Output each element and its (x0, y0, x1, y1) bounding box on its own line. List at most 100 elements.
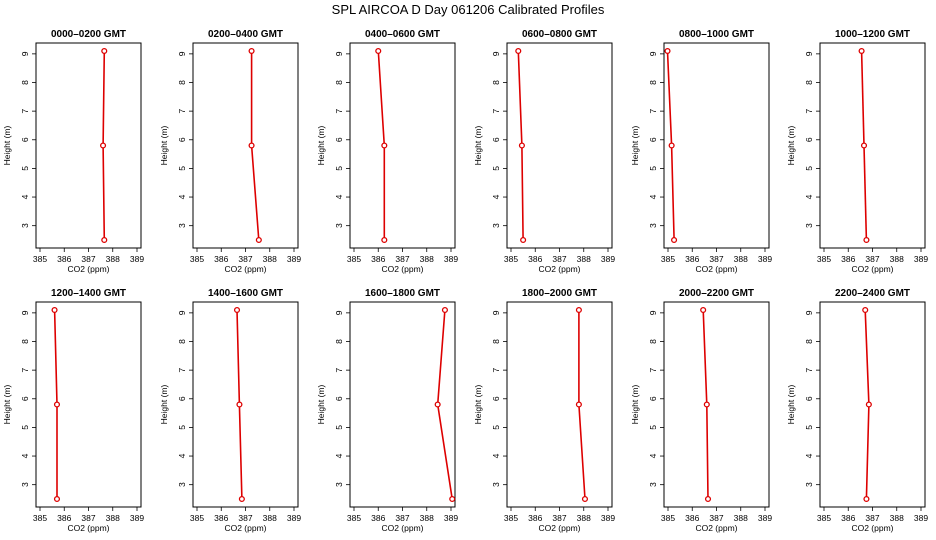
y-axis-label: Height (m) (2, 126, 12, 166)
y-tick-label: 4 (491, 453, 501, 458)
data-point (863, 495, 870, 503)
profile-panel: 1400–1600 GMT 385 386 387 388 389 CO2 (ppm) 3 4 5… (159, 288, 301, 533)
y-tick-label: 7 (334, 368, 344, 373)
x-tick-label: 389 (287, 513, 301, 523)
x-tick-label: 385 (347, 254, 361, 264)
x-tick-label: 387 (395, 254, 409, 264)
y-tick-label: 8 (20, 80, 30, 85)
y-axis-label: Height (m) (786, 385, 796, 425)
y-tick-label: 8 (177, 80, 187, 85)
x-tick-label: 385 (190, 513, 204, 523)
y-axis-label: Height (m) (159, 126, 169, 166)
x-tick-label: 389 (914, 513, 928, 523)
y-tick-label: 8 (804, 80, 814, 85)
x-tick-label: 388 (890, 513, 904, 523)
y-tick-label: 5 (334, 166, 344, 171)
x-tick-label: 385 (817, 254, 831, 264)
x-tick-label: 389 (130, 513, 144, 523)
y-tick-label: 5 (177, 166, 187, 171)
y-tick-label: 3 (20, 482, 30, 487)
panel-title: 0200–0400 GMT (208, 29, 283, 40)
x-tick-label: 385 (347, 513, 361, 523)
y-tick-label: 7 (177, 368, 187, 373)
y-tick-label: 7 (491, 368, 501, 373)
panel-title: 1800–2000 GMT (522, 288, 597, 299)
x-tick-label: 386 (528, 513, 542, 523)
x-tick-label: 389 (130, 254, 144, 264)
plot-frame (506, 301, 613, 508)
y-tick-label: 9 (804, 51, 814, 56)
y-axis-label: Height (m) (630, 126, 640, 166)
data-point (101, 47, 108, 55)
y-tick-label: 4 (177, 453, 187, 458)
x-tick-label: 389 (758, 513, 772, 523)
y-tick-label: 6 (334, 137, 344, 142)
x-tick-label: 387 (395, 513, 409, 523)
y-tick-label: 4 (804, 194, 814, 199)
y-tick-label: 3 (177, 223, 187, 228)
profile-panel: 0600–0800 GMT 385 386 387 388 389 CO2 (ppm) 3 4 5… (473, 29, 615, 274)
y-tick-label: 7 (648, 368, 658, 373)
x-tick-label: 388 (734, 254, 748, 264)
data-point (441, 306, 448, 314)
data-point (53, 401, 61, 408)
y-tick-label: 8 (491, 339, 501, 344)
profile-panel: 0000–0200 GMT 385 386 387 388 389 CO2 (ppm) 3 4 5… (2, 29, 144, 274)
data-point (381, 236, 388, 244)
y-tick-label: 8 (334, 80, 344, 85)
profile-panel: 0200–0400 GMT 385 386 387 388 389 CO2 (ppm) 3 4 5… (159, 29, 301, 274)
x-tick-label: 386 (57, 254, 71, 264)
x-tick-label: 385 (504, 513, 518, 523)
y-axis-label: Height (m) (473, 385, 483, 425)
data-point (860, 142, 868, 149)
y-tick-label: 3 (804, 482, 814, 487)
x-tick-label: 388 (106, 513, 120, 523)
y-tick-label: 4 (20, 453, 30, 458)
y-tick-label: 6 (491, 396, 501, 401)
x-axis-label: CO2 (ppm) (851, 523, 893, 533)
profile-panel: 2200–2400 GMT 385 386 387 388 389 CO2 (ppm) 3 4 5… (786, 288, 928, 533)
data-point (703, 401, 710, 408)
x-tick-label: 388 (420, 254, 434, 264)
y-tick-label: 6 (334, 396, 344, 401)
panel-title: 0000–0200 GMT (51, 29, 126, 40)
data-point (865, 401, 872, 408)
y-tick-label: 9 (20, 310, 30, 315)
x-tick-label: 388 (577, 513, 591, 523)
y-tick-label: 7 (804, 368, 814, 373)
x-tick-label: 386 (841, 254, 855, 264)
profile-panel: 1800–2000 GMT 385 386 387 388 389 CO2 (ppm) 3 4 5… (473, 288, 615, 533)
y-tick-label: 5 (804, 425, 814, 430)
y-tick-label: 6 (804, 137, 814, 142)
x-tick-label: 389 (287, 254, 301, 264)
data-point (236, 401, 243, 408)
data-point (575, 306, 582, 314)
x-tick-label: 388 (734, 513, 748, 523)
data-point (664, 47, 671, 55)
x-tick-label: 388 (577, 254, 591, 264)
y-tick-label: 8 (334, 339, 344, 344)
panel-title: 2000–2200 GMT (679, 288, 754, 299)
data-point (100, 142, 107, 149)
data-point (248, 142, 255, 149)
x-tick-label: 386 (214, 254, 228, 264)
profile-panel: 2000–2200 GMT 385 386 387 388 389 CO2 (ppm) 3 4 5… (630, 288, 772, 533)
x-axis-label: CO2 (ppm) (381, 264, 423, 274)
y-tick-label: 6 (177, 137, 187, 142)
y-axis-label: Height (m) (159, 385, 169, 425)
y-axis-label: Height (m) (2, 385, 12, 425)
plot-frame (192, 301, 299, 508)
x-axis-label: CO2 (ppm) (224, 523, 266, 533)
figure-title: SPL AIRCOA D Day 061206 Calibrated Profi… (332, 2, 605, 17)
data-point (434, 401, 441, 408)
y-tick-label: 9 (177, 51, 187, 56)
data-point (863, 236, 870, 244)
y-tick-label: 5 (804, 166, 814, 171)
y-tick-label: 9 (804, 310, 814, 315)
y-tick-label: 4 (491, 194, 501, 199)
y-tick-label: 3 (334, 223, 344, 228)
x-axis-label: CO2 (ppm) (695, 523, 737, 533)
y-tick-label: 5 (334, 425, 344, 430)
data-point (375, 47, 382, 55)
